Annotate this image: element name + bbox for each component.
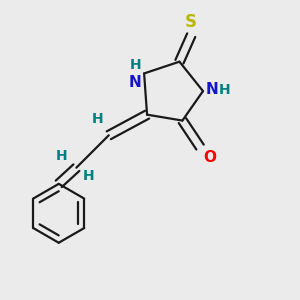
Text: O: O [203,150,216,165]
Text: H: H [91,112,103,126]
Text: H: H [219,82,231,97]
Text: S: S [185,13,197,31]
Text: N: N [206,82,219,97]
Text: N: N [128,75,141,90]
Text: H: H [130,58,141,72]
Text: H: H [82,169,94,183]
Text: H: H [56,149,68,163]
